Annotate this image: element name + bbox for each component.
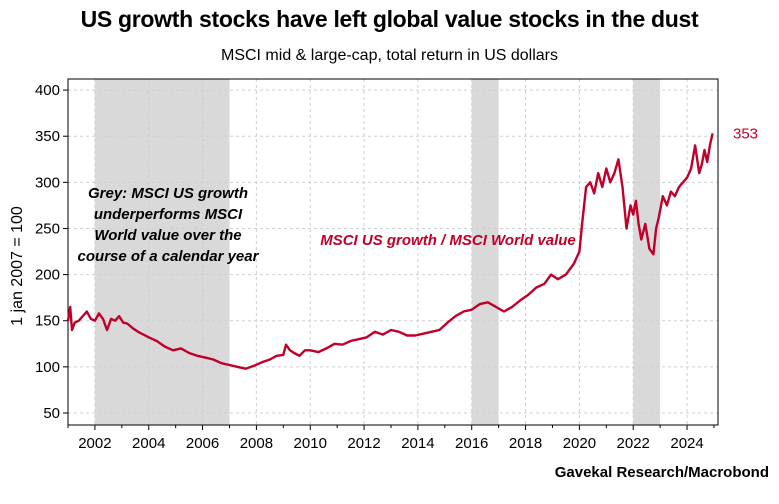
y-axis-label: 1 jan 2007 = 100 [9,206,26,326]
tick-label-y-100: 100 [35,359,60,376]
tick-label-x-2012: 2012 [347,435,380,452]
plot-frame [67,78,719,426]
tick-label-y-300: 300 [35,174,60,191]
tick-label-x-2006: 2006 [186,435,219,452]
annotation-series-label: MSCI US growth / MSCI World value [320,232,576,249]
tick-label-x-2002: 2002 [78,435,111,452]
shaded-period-2 [471,79,499,425]
tick-label-y-200: 200 [35,267,60,284]
chart-subtitle: MSCI mid & large-cap, total return in US… [220,47,558,64]
series-line-1 [66,133,714,370]
tick-label-x-2014: 2014 [401,435,434,452]
annotation-shading-note-line-4: course of a calendar year [78,248,260,265]
tick-label-y-400: 400 [35,82,60,99]
tick-label-x-2020: 2020 [563,435,596,452]
tick-label-y-50: 50 [43,405,60,422]
tick-label-y-150: 150 [35,313,60,330]
end-value-label: 353 [733,125,758,142]
tick-label-x-2010: 2010 [294,435,327,452]
tick-label-x-2004: 2004 [132,435,165,452]
tick-label-y-350: 350 [35,128,60,145]
annotation-shading-note-line-2: underperforms MSCI [94,206,243,223]
tick-label-x-2008: 2008 [240,435,273,452]
tick-label-x-2018: 2018 [509,435,542,452]
annotation-shading-note-line-1: Grey: MSCI US growth [88,185,248,202]
tick-label-y-250: 250 [35,220,60,237]
tick-label-x-2024: 2024 [670,435,703,452]
source-credit: Gavekal Research/Macrobond [554,464,769,481]
tick-label-x-2016: 2016 [455,435,488,452]
tick-label-x-2022: 2022 [617,435,650,452]
annotation-shading-note-line-3: World value over the [94,227,241,244]
shaded-period-3 [633,79,661,425]
chart-title: US growth stocks have left global value … [80,6,699,32]
